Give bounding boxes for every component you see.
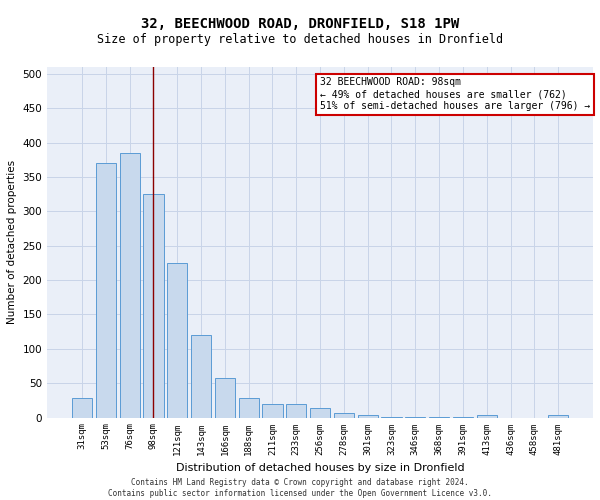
Y-axis label: Number of detached properties: Number of detached properties bbox=[7, 160, 17, 324]
Bar bbox=[429, 417, 449, 418]
Bar bbox=[334, 414, 354, 418]
Bar bbox=[286, 404, 307, 417]
Bar bbox=[215, 378, 235, 418]
Bar bbox=[453, 417, 473, 418]
Bar bbox=[476, 415, 497, 418]
Bar bbox=[96, 163, 116, 417]
Bar bbox=[191, 335, 211, 417]
Bar bbox=[548, 415, 568, 418]
Bar bbox=[72, 398, 92, 417]
Text: 32, BEECHWOOD ROAD, DRONFIELD, S18 1PW: 32, BEECHWOOD ROAD, DRONFIELD, S18 1PW bbox=[141, 18, 459, 32]
Text: Contains HM Land Registry data © Crown copyright and database right 2024.
Contai: Contains HM Land Registry data © Crown c… bbox=[108, 478, 492, 498]
Text: 32 BEECHWOOD ROAD: 98sqm
← 49% of detached houses are smaller (762)
51% of semi-: 32 BEECHWOOD ROAD: 98sqm ← 49% of detach… bbox=[320, 78, 590, 110]
Text: Size of property relative to detached houses in Dronfield: Size of property relative to detached ho… bbox=[97, 32, 503, 46]
Bar bbox=[358, 415, 378, 418]
Bar bbox=[239, 398, 259, 417]
Bar bbox=[167, 263, 187, 418]
Bar bbox=[119, 153, 140, 417]
Bar bbox=[262, 404, 283, 417]
Bar bbox=[405, 417, 425, 418]
Bar bbox=[382, 417, 401, 418]
X-axis label: Distribution of detached houses by size in Dronfield: Distribution of detached houses by size … bbox=[176, 463, 464, 473]
Bar bbox=[310, 408, 330, 418]
Bar bbox=[143, 194, 164, 418]
